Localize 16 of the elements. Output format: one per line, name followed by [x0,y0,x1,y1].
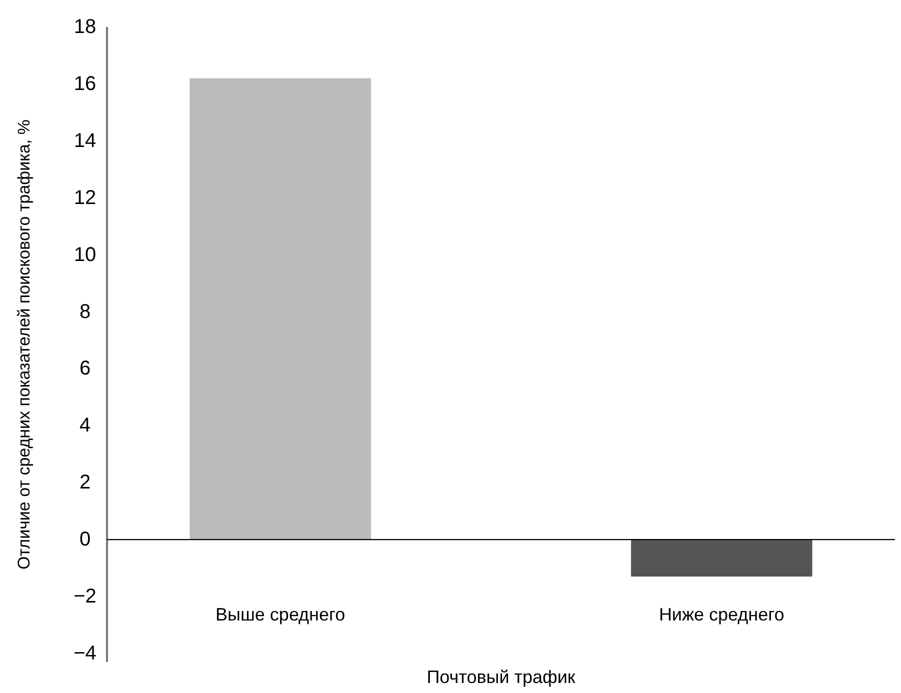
y-tick-label: 0 [79,528,91,551]
y-tick-label: 8 [79,300,91,323]
y-tick-label: 4 [79,414,91,437]
x-tick-label: Выше среднего [216,604,346,625]
y-tick-label: 10 [74,244,96,266]
y-tick-label: 16 [74,72,96,95]
y-tick-label: 2 [79,472,91,494]
y-tick-label: 14 [74,130,96,152]
x-axis-title: Почтовый трафик [426,667,576,687]
y-tick-label: 12 [74,186,96,209]
y-axis-title: Отличие от средних показателей поискового трафика, % [14,120,34,570]
y-tick-label: −2 [74,586,96,608]
x-tick-label: Ниже среднего [658,604,784,625]
y-tick-label: 6 [79,358,91,380]
y-tick-label: −4 [74,642,96,664]
y-tick-label: 18 [74,16,96,38]
